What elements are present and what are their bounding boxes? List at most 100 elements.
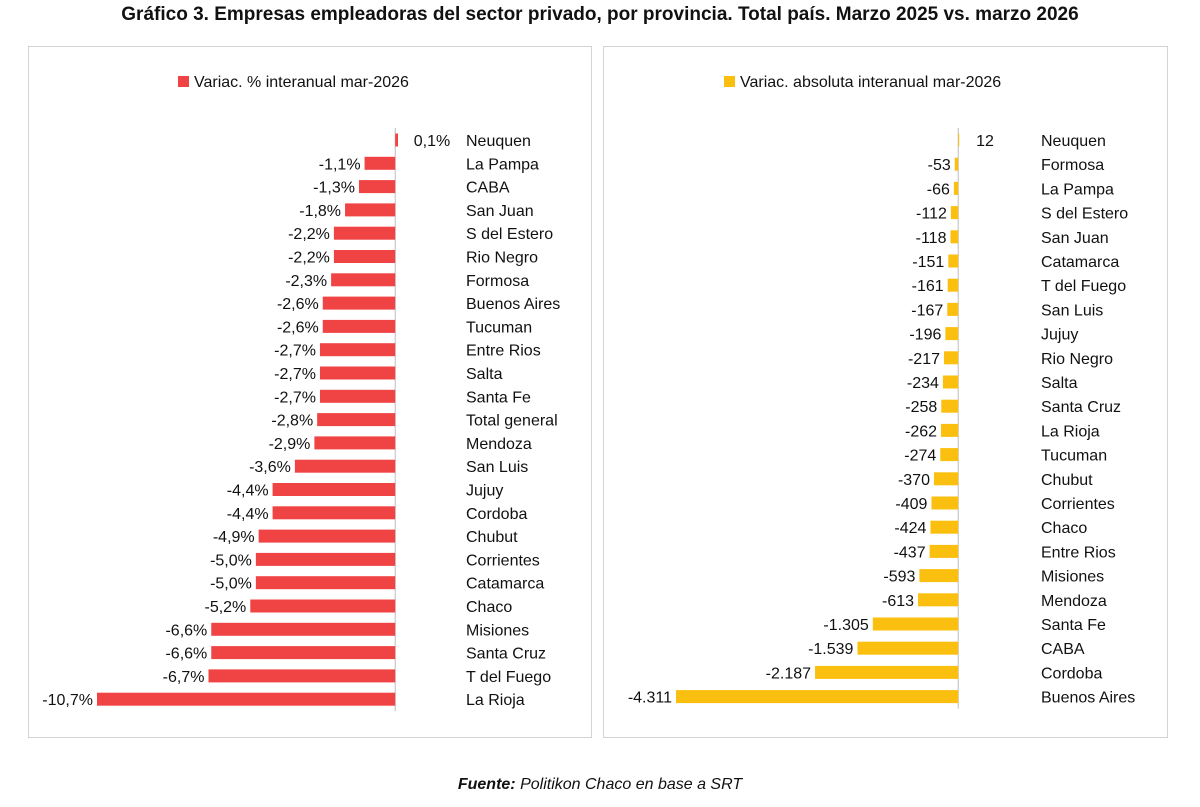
absolute-change-chart-panel: Variac. absoluta interanual mar-2026 12 N…	[603, 46, 1168, 738]
absolute-bar	[958, 133, 960, 147]
percent-change-legend: Variac. % interanual mar-2026	[178, 74, 409, 92]
percent-legend-label: Variac. % interanual mar-2026	[194, 74, 409, 91]
percent-category-label: Corrientes	[466, 552, 540, 569]
absolute-value-label: -151	[912, 254, 944, 271]
absolute-category-label: CABA	[1041, 641, 1085, 658]
absolute-category-label: Formosa	[1041, 157, 1104, 174]
percent-category-label: Formosa	[466, 273, 529, 290]
absolute-value-label: -1.305	[823, 617, 868, 634]
absolute-bar	[954, 157, 959, 171]
absolute-value-label: -66	[927, 181, 950, 198]
absolute-category-label: Corrientes	[1041, 496, 1115, 513]
absolute-bar	[950, 230, 959, 244]
percent-bar	[333, 250, 396, 263]
percent-category-label: Cordoba	[466, 506, 527, 523]
percent-change-chart-panel: Variac. % interanual mar-2026 0,1% Neuque…	[28, 46, 592, 738]
absolute-category-label: Rio Negro	[1041, 351, 1113, 368]
percent-category-label: CABA	[466, 180, 510, 197]
percent-value-label: -1,8%	[299, 203, 341, 220]
absolute-bar	[942, 375, 959, 389]
absolute-category-label: Salta	[1041, 375, 1078, 392]
absolute-change-bar-chart: 12 Neuquen -53 Formosa -66 La Pampa -112 S del …	[628, 128, 1135, 709]
absolute-value-label: -196	[909, 327, 941, 344]
absolute-value-label: -2.187	[766, 665, 811, 682]
absolute-value-label: -262	[905, 423, 937, 440]
percent-category-label: San Juan	[466, 203, 534, 220]
absolute-bar	[950, 206, 959, 220]
absolute-bar	[930, 520, 959, 534]
absolute-category-label: Santa Cruz	[1041, 399, 1121, 416]
absolute-bar	[857, 641, 959, 655]
percent-category-label: Jujuy	[466, 483, 503, 500]
percent-category-label: T del Fuego	[466, 669, 551, 686]
absolute-category-label: Santa Fe	[1041, 617, 1106, 634]
percent-value-label: -2,9%	[269, 436, 311, 453]
absolute-value-label: -112	[916, 206, 947, 223]
absolute-bar	[815, 665, 959, 679]
absolute-category-label: Mendoza	[1041, 593, 1107, 610]
percent-category-label: Catamarca	[466, 576, 544, 593]
percent-value-label: -2,7%	[274, 389, 316, 406]
percent-value-label: -6,7%	[163, 669, 205, 686]
percent-value-label: -3,6%	[249, 459, 291, 476]
percent-category-label: Misiones	[466, 622, 529, 639]
percent-category-label: Total general	[466, 413, 558, 430]
percent-value-label: -5,0%	[210, 552, 252, 569]
absolute-bar	[945, 327, 959, 341]
percent-value-label: -2,6%	[277, 296, 319, 313]
absolute-category-label: S del Estero	[1041, 206, 1128, 223]
source-note: Fuente: Politikon Chaco en base a SRT	[0, 776, 1200, 794]
absolute-value-label: -593	[883, 569, 915, 586]
absolute-category-label: Neuquen	[1041, 133, 1106, 150]
percent-category-label: Tucuman	[466, 319, 532, 336]
absolute-value-label: -217	[908, 351, 940, 368]
absolute-bar	[947, 278, 959, 292]
percent-bar	[255, 552, 396, 566]
percent-category-label: San Luis	[466, 459, 528, 476]
chart-title: Gráfico 3. Empresas empleadoras del sect…	[121, 4, 1079, 25]
absolute-legend-label: Variac. absoluta interanual mar-2026	[740, 74, 1002, 91]
percent-bar	[319, 389, 396, 403]
absolute-bar	[941, 399, 959, 413]
absolute-category-label: Misiones	[1041, 569, 1104, 586]
percent-bar	[358, 180, 396, 194]
absolute-value-label: -53	[928, 157, 951, 174]
percent-bar	[211, 646, 396, 660]
absolute-value-label: -370	[898, 472, 930, 489]
percent-value-label: 0,1%	[414, 133, 450, 150]
percent-bar	[317, 413, 396, 427]
percent-category-label: Entre Rios	[466, 343, 541, 360]
percent-bar	[250, 599, 396, 613]
percent-category-label: La Rioja	[466, 692, 525, 709]
absolute-category-label: Jujuy	[1041, 327, 1078, 344]
percent-bar	[331, 273, 396, 287]
absolute-value-label: -258	[905, 399, 937, 416]
absolute-change-legend: Variac. absoluta interanual mar-2026	[724, 74, 1001, 92]
absolute-value-label: -424	[894, 520, 926, 537]
absolute-value-label: -1.539	[808, 641, 853, 658]
absolute-category-label: Tucuman	[1041, 448, 1107, 465]
percent-bar	[211, 622, 396, 636]
percent-value-label: -2,2%	[288, 250, 330, 267]
percent-category-label: La Pampa	[466, 156, 539, 173]
percent-bar	[208, 669, 396, 683]
absolute-category-label: Cordoba	[1041, 665, 1102, 682]
source-label: Fuente:	[457, 776, 516, 793]
absolute-bar	[933, 472, 959, 486]
absolute-value-label: -234	[907, 375, 939, 392]
absolute-bar	[940, 448, 959, 462]
percent-value-label: -1,3%	[313, 180, 355, 197]
absolute-bar	[929, 544, 959, 558]
percent-change-bar-chart: 0,1% Neuquen -1,1% La Pampa -1,3% CABA -1,8% Sa…	[42, 128, 560, 712]
percent-bar	[258, 529, 396, 543]
percent-bar	[294, 459, 396, 473]
absolute-category-label: Chubut	[1041, 472, 1093, 489]
absolute-bar	[941, 423, 959, 437]
percent-value-label: -2,8%	[271, 413, 313, 430]
absolute-bar	[944, 351, 959, 365]
percent-legend-swatch	[178, 76, 189, 87]
absolute-value-label: -161	[912, 278, 944, 295]
percent-category-label: Buenos Aires	[466, 296, 560, 313]
absolute-category-label: Buenos Aires	[1041, 690, 1135, 707]
absolute-bar	[931, 496, 959, 510]
